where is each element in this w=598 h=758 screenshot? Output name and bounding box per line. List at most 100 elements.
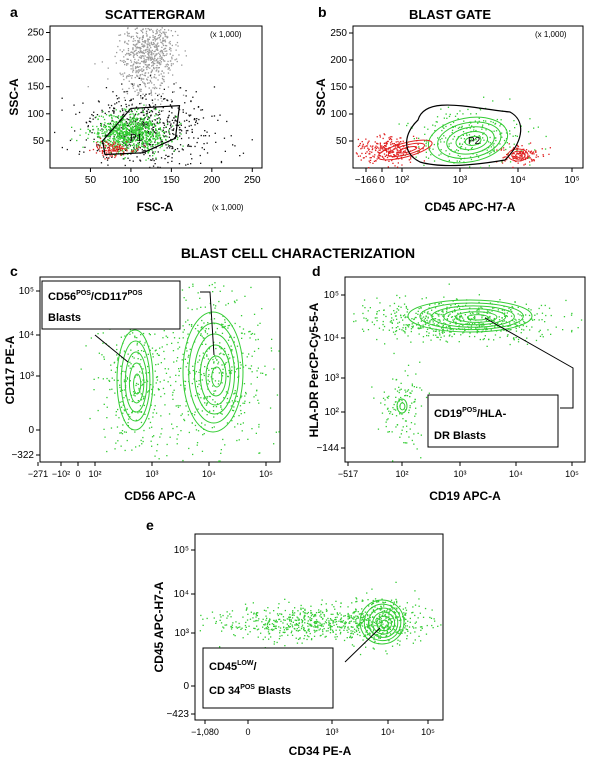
panel-e-event-dot — [355, 629, 357, 631]
panel-a-event-dot — [160, 145, 162, 148]
panel-c-event-dot — [248, 353, 250, 355]
panel-d-event-dot — [438, 315, 440, 317]
panel-a-event-dot — [170, 64, 173, 67]
panel-a-event-dot — [132, 126, 135, 129]
panel-d-event-dot — [434, 330, 436, 332]
panel-a-event-dot — [110, 132, 112, 134]
panel-b-title: BLAST GATE — [409, 7, 491, 22]
panel-e-event-dot — [265, 610, 267, 612]
panel-b-event-dot — [471, 138, 473, 140]
panel-a-event-dot — [157, 94, 159, 97]
panel-a-event-dot — [130, 127, 132, 129]
panel-e-event-dot — [361, 621, 363, 624]
panel-a-event-dot — [122, 158, 124, 160]
panel-a-event-dot — [176, 60, 178, 63]
panel-d-event-dot — [395, 327, 397, 329]
panel-a-event-dot — [142, 40, 144, 43]
panel-b-event-dot — [368, 140, 370, 142]
panel-a-event-dot — [172, 35, 174, 37]
panel-a-event-dot — [137, 122, 139, 125]
panel-d-contour — [455, 311, 498, 323]
panel-a-event-dot — [141, 30, 143, 32]
panel-b-event-dot — [385, 147, 387, 150]
panel-c-event-dot — [214, 367, 217, 369]
panel-d-event-dot — [513, 338, 515, 340]
panel-c-annotation-box — [41, 280, 181, 330]
panel-b-event-dot — [369, 159, 372, 161]
panel-d-event-dot — [405, 328, 407, 330]
panel-a-event-dot — [134, 131, 136, 133]
panel-a-event-dot — [167, 121, 169, 123]
panel-e-event-dot — [322, 617, 324, 620]
panel-b-event-dot — [379, 155, 382, 157]
panel-d-event-dot — [531, 326, 533, 328]
panel-a-event-dot — [147, 107, 149, 109]
panel-c-event-dot — [156, 376, 158, 378]
panel-b-event-dot — [503, 139, 506, 142]
panel-a-event-dot — [126, 58, 128, 60]
panel-a-event-dot — [117, 117, 120, 119]
panel-a-event-dot — [137, 40, 140, 43]
panel-d-event-dot — [423, 319, 425, 321]
panel-d-event-dot — [490, 329, 492, 331]
panel-b-event-dot — [391, 159, 393, 162]
panel-letter-e: e — [146, 517, 154, 533]
panel-d-event-dot — [382, 397, 385, 399]
panel-a-event-dot — [150, 47, 152, 49]
panel-b-event-dot — [512, 135, 514, 137]
panel-a-event-dot — [144, 40, 146, 42]
panel-d-event-dot — [417, 313, 419, 315]
panel-c-event-dot — [148, 418, 150, 420]
panel-a-event-dot — [171, 160, 173, 162]
panel-b-event-dot — [396, 153, 398, 155]
panel-b-event-dot — [427, 157, 430, 159]
panel-a-event-dot — [136, 70, 138, 72]
panel-c-event-dot — [255, 394, 257, 396]
panel-a-event-dot — [144, 75, 146, 77]
panel-e-event-dot — [302, 611, 304, 613]
panel-d-event-dot — [453, 320, 455, 322]
panel-a-event-dot — [131, 131, 133, 133]
panel-c-event-dot — [160, 395, 162, 398]
panel-e-event-dot — [358, 627, 360, 630]
panel-a-event-dot — [105, 114, 108, 116]
panel-d-event-dot — [517, 306, 519, 308]
panel-d-event-dot — [478, 294, 480, 296]
panel-a-event-dot — [146, 58, 148, 61]
panel-a-event-dot — [112, 150, 114, 152]
panel-a-event-dot — [166, 136, 168, 138]
panel-e-event-dot — [362, 616, 364, 619]
panel-d-event-dot — [436, 336, 438, 338]
panel-b-event-dot — [516, 149, 518, 151]
panel-a-event-dot — [165, 154, 167, 156]
panel-b-event-dot — [537, 156, 539, 158]
panel-a-event-dot — [126, 125, 129, 127]
panel-b-event-dot — [490, 151, 492, 153]
panel-a-event-dot — [151, 123, 153, 125]
panel-a-event-dot — [155, 70, 157, 72]
panel-d-event-dot — [474, 315, 476, 318]
panel-d-event-dot — [441, 327, 443, 329]
panel-c-event-dot — [151, 445, 153, 447]
panel-d-event-dot — [532, 319, 534, 321]
panel-c-event-dot — [215, 305, 217, 307]
panel-c-event-dot — [183, 418, 185, 421]
panel-b-event-dot — [369, 151, 371, 153]
panel-a-event-dot — [91, 114, 93, 116]
panel-d-event-dot — [446, 311, 448, 313]
panel-a-event-dot — [122, 150, 124, 152]
panel-b-event-dot — [495, 137, 497, 139]
panel-c-event-dot — [250, 383, 252, 385]
panel-b-event-dot — [397, 151, 399, 154]
panel-e-event-dot — [304, 609, 306, 612]
panel-a-event-dot — [106, 159, 109, 161]
panel-d-event-dot — [448, 314, 450, 316]
panel-c-event-dot — [222, 368, 224, 370]
panel-a-event-dot — [148, 124, 150, 127]
panel-c-event-dot — [116, 426, 119, 428]
panel-b-event-dot — [494, 122, 497, 125]
panel-a-event-dot — [126, 135, 128, 137]
panel-a-event-dot — [171, 56, 173, 58]
panel-c-event-dot — [224, 363, 226, 365]
